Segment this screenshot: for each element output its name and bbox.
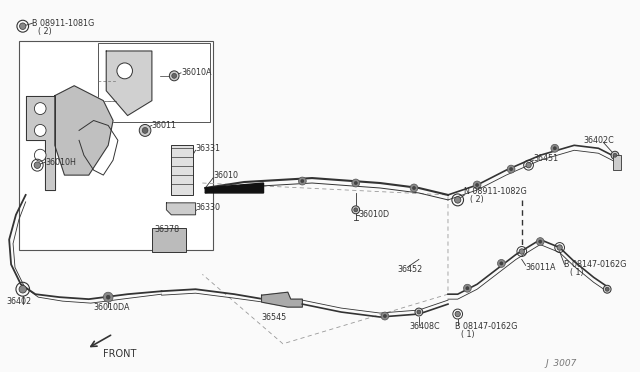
Bar xyxy=(613,155,621,170)
Circle shape xyxy=(352,179,360,187)
Bar xyxy=(19,41,213,250)
Circle shape xyxy=(383,314,387,318)
Circle shape xyxy=(412,186,415,190)
Circle shape xyxy=(140,125,151,137)
Circle shape xyxy=(417,310,420,314)
Text: 36010DA: 36010DA xyxy=(93,302,130,312)
Circle shape xyxy=(605,287,609,291)
Text: 36010D: 36010D xyxy=(358,210,390,219)
Circle shape xyxy=(410,184,418,192)
Circle shape xyxy=(497,259,505,267)
Text: 36011A: 36011A xyxy=(525,263,556,272)
Text: 36402: 36402 xyxy=(6,296,31,306)
Polygon shape xyxy=(106,51,152,116)
Circle shape xyxy=(142,128,148,134)
Circle shape xyxy=(415,308,423,316)
Circle shape xyxy=(20,23,26,29)
Circle shape xyxy=(35,125,46,137)
Circle shape xyxy=(476,183,479,187)
Text: 36331: 36331 xyxy=(196,144,221,153)
Circle shape xyxy=(172,73,177,78)
Text: 36408C: 36408C xyxy=(409,323,440,331)
Text: 36010: 36010 xyxy=(213,171,238,180)
Circle shape xyxy=(34,162,40,169)
Polygon shape xyxy=(26,96,55,190)
Circle shape xyxy=(466,287,469,290)
Circle shape xyxy=(536,238,544,246)
Circle shape xyxy=(473,181,481,189)
Circle shape xyxy=(509,167,513,171)
Circle shape xyxy=(35,149,46,161)
Polygon shape xyxy=(166,203,196,215)
Bar xyxy=(152,228,186,253)
Circle shape xyxy=(454,197,461,203)
Text: 36011: 36011 xyxy=(152,121,177,130)
Circle shape xyxy=(298,177,306,185)
Bar xyxy=(172,145,193,195)
Circle shape xyxy=(526,163,531,168)
Circle shape xyxy=(557,245,563,250)
Text: FRONT: FRONT xyxy=(103,349,137,359)
Circle shape xyxy=(35,103,46,115)
Text: 36010A: 36010A xyxy=(181,68,211,77)
Polygon shape xyxy=(262,292,302,307)
Text: 36378: 36378 xyxy=(155,225,180,234)
Circle shape xyxy=(170,71,179,81)
Polygon shape xyxy=(205,183,264,193)
Text: N 08911-1082G: N 08911-1082G xyxy=(465,187,527,196)
Circle shape xyxy=(352,206,360,214)
Text: B 08147-0162G: B 08147-0162G xyxy=(455,323,517,331)
Circle shape xyxy=(354,208,358,212)
Circle shape xyxy=(551,144,559,152)
Circle shape xyxy=(539,240,542,243)
Text: ( 1): ( 1) xyxy=(461,330,474,339)
Circle shape xyxy=(553,147,556,150)
Text: B 08147-0162G: B 08147-0162G xyxy=(564,260,627,269)
Text: J  3007: J 3007 xyxy=(545,359,577,368)
Text: 36330: 36330 xyxy=(196,203,221,212)
Text: ( 2): ( 2) xyxy=(470,195,484,204)
Circle shape xyxy=(19,285,26,293)
Text: 36452: 36452 xyxy=(397,265,423,274)
Text: B 08911-1081G: B 08911-1081G xyxy=(33,19,95,28)
Text: 36402C: 36402C xyxy=(584,136,614,145)
Polygon shape xyxy=(55,86,113,175)
Circle shape xyxy=(613,153,617,157)
Circle shape xyxy=(604,285,611,293)
Circle shape xyxy=(117,63,132,79)
Text: 36545: 36545 xyxy=(262,312,287,321)
Circle shape xyxy=(508,165,515,173)
Circle shape xyxy=(106,295,110,299)
Circle shape xyxy=(500,262,503,265)
Circle shape xyxy=(354,182,357,185)
Circle shape xyxy=(611,151,619,159)
Text: ( 2): ( 2) xyxy=(38,27,52,36)
Circle shape xyxy=(463,284,471,292)
Circle shape xyxy=(103,292,113,302)
Text: ( 1): ( 1) xyxy=(570,268,584,277)
Text: 36010H: 36010H xyxy=(45,158,76,167)
Circle shape xyxy=(519,249,524,254)
Circle shape xyxy=(455,311,460,317)
Circle shape xyxy=(381,312,388,320)
Circle shape xyxy=(301,179,304,183)
Bar xyxy=(99,43,210,122)
Text: 36451: 36451 xyxy=(533,154,559,163)
